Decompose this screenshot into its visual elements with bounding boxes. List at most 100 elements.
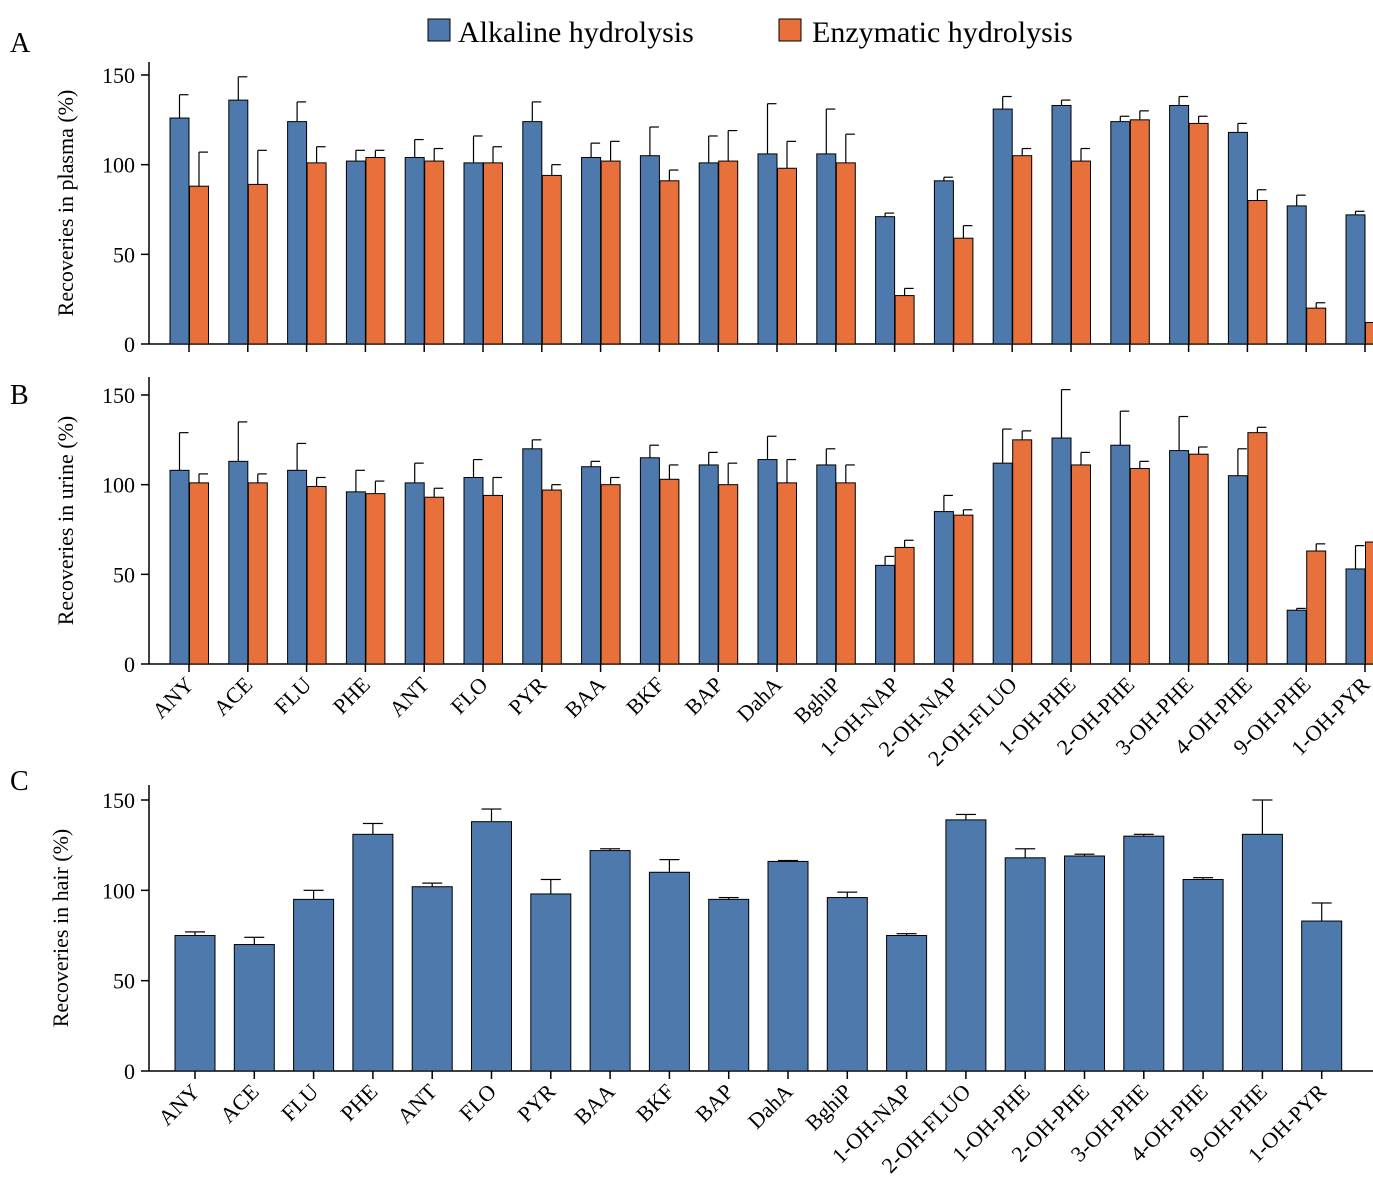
y-tick-label: 0 [124,332,135,357]
bar-alkaline [816,153,837,345]
y-tick-label: 100 [102,153,135,178]
bar-enzymatic [718,160,739,345]
x-tick-label: PYR [503,672,551,720]
bar-enzymatic [247,482,268,665]
bar-alkaline [352,833,394,1072]
bar-enzymatic [1129,468,1150,665]
y-tick-label: 50 [113,242,135,267]
bar-alkaline [1004,857,1046,1072]
x-tick-label: PHE [328,672,375,719]
x-tick-label: ACE [215,1079,264,1128]
bar-enzymatic [306,162,327,345]
x-tick-label: ANT [392,1078,442,1128]
bar-alkaline [1123,835,1165,1072]
bar-enzymatic [483,494,503,665]
bar-alkaline [1227,475,1248,665]
bar-alkaline [945,819,987,1072]
bar-alkaline [1064,855,1105,1072]
legend-label: Enzymatic hydrolysis [812,16,1073,49]
bar-enzymatic [894,295,915,345]
bar-alkaline [992,462,1013,665]
bar-alkaline [174,935,216,1072]
bar-enzymatic [424,160,445,345]
x-tick-label: BghiP [789,672,846,729]
bar-alkaline [1241,833,1283,1072]
y-axis-label: Recoveries in urine (%) [53,416,78,626]
legend: Alkaline hydrolysis Enzymatic hydrolysis [427,16,1073,49]
bar-alkaline [1051,437,1072,665]
bar-alkaline [169,469,190,665]
bar-enzymatic [306,485,327,665]
x-tick-label: DahA [743,1079,798,1134]
y-tick-label: 150 [102,788,135,813]
bar-enzymatic [1247,200,1268,345]
bar-enzymatic [953,237,974,345]
bar-alkaline [345,491,366,665]
x-tick-label: ANT [384,671,434,721]
bar-alkaline [639,457,660,665]
y-tick-label: 0 [124,1059,135,1084]
bar-enzymatic [541,489,562,665]
bar-alkaline [404,482,425,665]
panel-letter: C [10,766,29,797]
bar-alkaline [757,459,778,665]
bar-enzymatic [1071,160,1091,345]
bar-enzymatic [1247,432,1268,665]
bar-alkaline [1169,450,1190,665]
bar-alkaline [293,898,335,1072]
bar-enzymatic [1365,541,1373,665]
bar-alkaline [933,511,954,665]
bar-enzymatic [483,162,503,345]
x-tick-label: FLU [276,1079,323,1126]
bar-enzymatic [365,156,386,345]
bar-enzymatic [1188,453,1209,665]
bar-alkaline [875,216,896,345]
bar-alkaline [698,162,719,345]
bar-enzymatic [600,484,621,665]
bar-alkaline [522,448,543,665]
y-axis-label: Recoveries in hair (%) [48,829,73,1028]
panel-letter: A [10,28,31,59]
y-tick-label: 100 [102,878,135,903]
bar-alkaline [1227,131,1248,345]
bar-alkaline [992,108,1013,345]
bar-alkaline [522,121,543,345]
bar-alkaline [411,886,453,1072]
y-tick-label: 150 [102,383,135,408]
bar-enzymatic [541,174,562,345]
bar-enzymatic [1188,122,1209,345]
bar-alkaline [1051,104,1072,345]
x-tick-label: FLO [445,672,492,719]
bar-enzymatic [659,180,680,345]
panel-C: C 0 50 100 150 Recoveries in hair (%) ANY ACE FL… [10,766,1373,1178]
bar-alkaline [530,893,572,1072]
bar-alkaline [826,897,868,1072]
bar-alkaline [233,944,275,1072]
y-tick-label: 50 [113,969,135,994]
y-axis-label: Recoveries in plasma (%) [53,90,78,317]
panel-A: A 0 50 100 150 Recoveries in plasma (%) [10,28,1373,357]
bar-alkaline [463,162,484,345]
bar-alkaline [581,156,602,345]
bar-enzymatic [1365,321,1373,345]
bar-alkaline [471,821,512,1072]
legend-label: Alkaline hydrolysis [458,16,694,49]
bar-alkaline [698,464,719,665]
bar-enzymatic [718,484,739,665]
bar-enzymatic [659,478,680,665]
bar-alkaline [1110,121,1131,345]
bar-alkaline [169,117,190,345]
bar-enzymatic [1012,439,1033,665]
x-tick-label: BAA [560,672,611,723]
bar-alkaline [1301,920,1343,1072]
panel-letter: B [10,380,29,411]
bar-alkaline [589,850,631,1072]
legend-swatch [427,18,451,42]
x-tick-label: BghiP [800,1079,857,1136]
x-tick-label: DahA [732,672,787,727]
bar-alkaline [757,153,778,345]
x-tick-label: BKF [621,672,669,720]
bar-enzymatic [365,493,386,665]
